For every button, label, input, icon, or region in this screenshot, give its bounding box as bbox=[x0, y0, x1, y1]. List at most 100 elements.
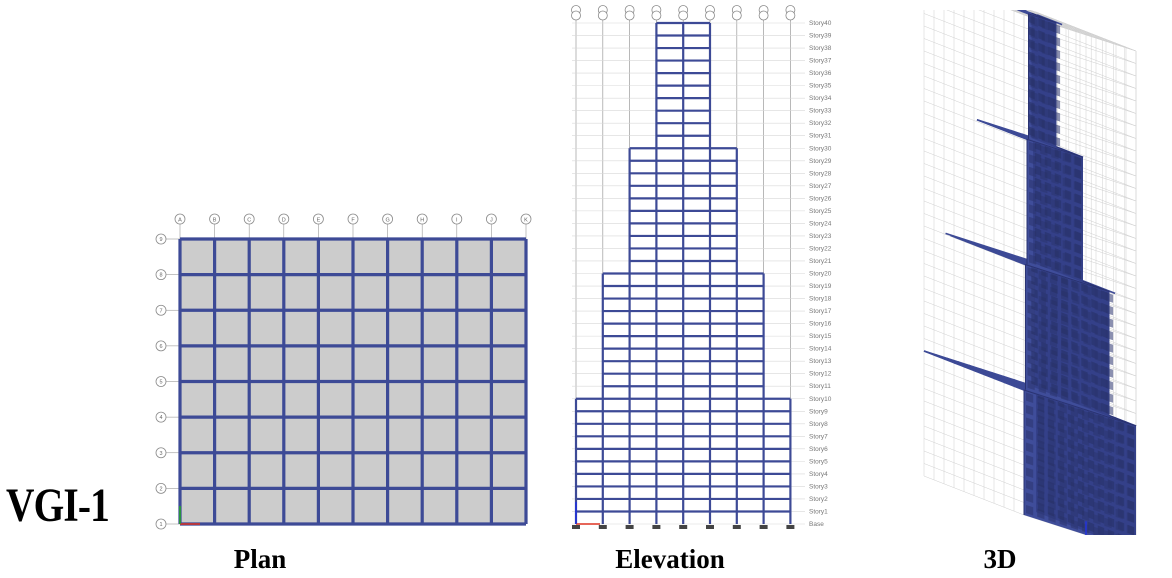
elev-story-label: Story39 bbox=[809, 33, 832, 40]
tier-bay bbox=[1083, 372, 1091, 384]
tier-bay bbox=[1115, 533, 1120, 535]
tier-bay bbox=[1072, 331, 1080, 342]
elev-support bbox=[786, 525, 795, 529]
tier-bay bbox=[1072, 319, 1080, 330]
tier-bay bbox=[1029, 191, 1037, 203]
tier-bay bbox=[1094, 326, 1102, 337]
tier-bay bbox=[1062, 202, 1070, 213]
tier-bay bbox=[1105, 379, 1114, 391]
tier-bay bbox=[1034, 240, 1042, 251]
elev-support bbox=[732, 525, 741, 529]
tier-bay bbox=[1083, 360, 1091, 371]
tier-bay bbox=[1104, 480, 1112, 491]
tier-bay bbox=[1073, 256, 1081, 267]
tier-bay bbox=[1031, 363, 1038, 374]
tier-bay bbox=[1104, 505, 1112, 516]
tier-bay bbox=[1126, 524, 1134, 535]
plan-grid-bubble-x bbox=[485, 213, 497, 225]
tier-bay bbox=[1126, 449, 1134, 461]
tier-bay bbox=[1093, 451, 1101, 463]
tier-bay bbox=[1026, 392, 1034, 403]
plan-grid-label-x: J bbox=[490, 218, 493, 224]
tier-bay bbox=[1067, 513, 1075, 525]
tier-bay bbox=[1062, 190, 1070, 201]
tier-bay bbox=[1062, 240, 1070, 251]
tier-bay bbox=[1052, 123, 1061, 134]
plan-caption: Plan bbox=[233, 544, 287, 574]
tier-bay bbox=[1083, 397, 1091, 409]
tier-bay bbox=[1093, 414, 1101, 425]
tier-bay bbox=[1104, 455, 1112, 466]
tier-bay bbox=[1087, 496, 1095, 508]
tier-bay bbox=[1031, 325, 1038, 337]
tier-bay bbox=[1041, 366, 1048, 378]
plan-grid-label-y: 1 bbox=[159, 522, 162, 528]
tier-bay bbox=[1061, 362, 1068, 373]
plan-grid-bubble-y bbox=[155, 340, 167, 352]
tier-bay bbox=[1026, 442, 1034, 453]
roof-beam bbox=[923, 350, 1037, 388]
plan-grid-label-y: 3 bbox=[159, 451, 162, 457]
tier-bay bbox=[1051, 370, 1058, 382]
plan-grid-bubble-y bbox=[155, 447, 167, 459]
tier-bay bbox=[1057, 422, 1065, 433]
tier-bay bbox=[1105, 317, 1114, 328]
tier-bay bbox=[1062, 265, 1070, 276]
tier-bay bbox=[1077, 517, 1085, 529]
tier-bay bbox=[1057, 484, 1065, 496]
tier-bay bbox=[1083, 285, 1091, 296]
elev-story-label: Story40 bbox=[809, 20, 832, 27]
tier-bay bbox=[1104, 442, 1112, 454]
tier-bay bbox=[1061, 287, 1068, 298]
elev-support bbox=[706, 525, 714, 529]
tier-bay bbox=[1028, 88, 1035, 100]
tier-bay bbox=[1062, 252, 1070, 263]
tier-bay bbox=[1067, 413, 1075, 425]
tier-bay bbox=[1072, 356, 1080, 367]
tier-bay bbox=[1083, 310, 1091, 321]
tier-bay bbox=[1094, 363, 1102, 375]
tier-bay bbox=[1087, 459, 1095, 470]
tier-bay bbox=[1044, 256, 1052, 268]
elev-grid-bubble bbox=[731, 10, 742, 21]
plan-grid-bubble-y bbox=[155, 269, 167, 281]
tier-bay bbox=[1057, 434, 1065, 446]
tier-bay bbox=[1087, 471, 1095, 483]
elev-story-label: Story26 bbox=[809, 195, 832, 202]
tier-bay bbox=[1031, 350, 1038, 362]
plan-grid-bubble-x bbox=[312, 213, 324, 225]
tier-bay bbox=[1041, 291, 1048, 303]
elev-story-label: Story35 bbox=[809, 83, 832, 90]
tier-bay bbox=[1026, 467, 1034, 478]
elev-story-label: Story8 bbox=[809, 421, 828, 428]
tier-bay bbox=[1052, 61, 1061, 72]
tier-bay bbox=[1044, 206, 1052, 218]
elev-story-label: Story33 bbox=[809, 108, 832, 115]
plan-grid-bubble-x bbox=[347, 213, 359, 225]
plan-grid-label-y: 2 bbox=[159, 486, 162, 492]
tier-bay bbox=[1051, 345, 1058, 357]
elev-story-label: Story14 bbox=[809, 346, 832, 353]
elev-story-label: Story11 bbox=[809, 383, 831, 390]
elev-story-label: Story34 bbox=[809, 95, 832, 102]
elev-story-label: Story21 bbox=[809, 258, 832, 265]
tier-bay bbox=[1126, 462, 1134, 473]
tier-bay bbox=[1061, 337, 1068, 348]
elev-story-label: Story3 bbox=[809, 483, 828, 490]
plan-grid-bubble-x bbox=[243, 213, 255, 225]
elev-story-label: Story31 bbox=[809, 133, 832, 140]
plan-grid-bubble-x bbox=[174, 213, 186, 225]
tier-bay bbox=[1061, 349, 1068, 361]
elev-story-label: Story4 bbox=[809, 471, 828, 478]
elevation-view: Base Story1 Story2 Story3 Story4 Story5 Story6… bbox=[571, 5, 832, 529]
tier-bay bbox=[1052, 98, 1061, 109]
model-id-label: VGI-1 bbox=[6, 479, 110, 532]
tier-bay bbox=[1028, 38, 1035, 50]
tier-bay bbox=[1073, 206, 1081, 217]
tier-bay bbox=[1051, 308, 1058, 319]
tier-bay bbox=[1077, 467, 1085, 479]
tier-bay bbox=[1073, 181, 1081, 192]
tier-bay bbox=[1093, 426, 1101, 438]
elev-story-label: Story29 bbox=[809, 158, 832, 165]
elev-base-label: Base bbox=[809, 521, 824, 528]
